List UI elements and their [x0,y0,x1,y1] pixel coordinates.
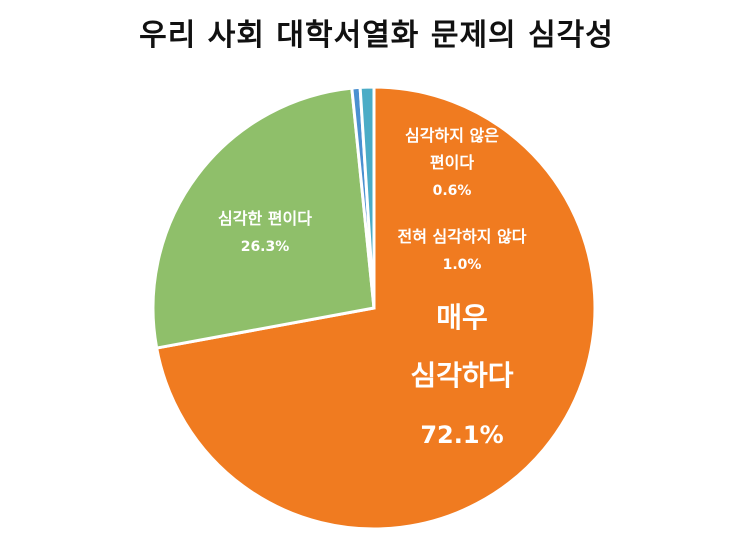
slice-label-0-line-1: 심각하다 [410,359,513,392]
pie-slice-0 [154,85,597,531]
pie-slice-1 [151,86,376,350]
slice-label-0-line-0: 매우 [436,301,488,334]
slice-label-2-line-0: 심각하지 않은 [405,126,499,145]
slice-percent-1: 26.3% [241,239,290,255]
slice-label-2-line-1: 편이다 [430,153,474,172]
pie-slice-3 [358,85,376,309]
chart-title: 우리 사회 대학서열화 문제의 심각성 [139,18,614,53]
slice-percent-3: 1.0% [443,257,482,273]
slice-label-1-line-0: 심각한 편이다 [218,209,312,228]
slice-label-3-line-0: 전혀 심각하지 않다 [398,227,527,246]
slice-percent-2: 0.6% [433,183,472,199]
slice-percent-0: 72.1% [420,421,503,449]
